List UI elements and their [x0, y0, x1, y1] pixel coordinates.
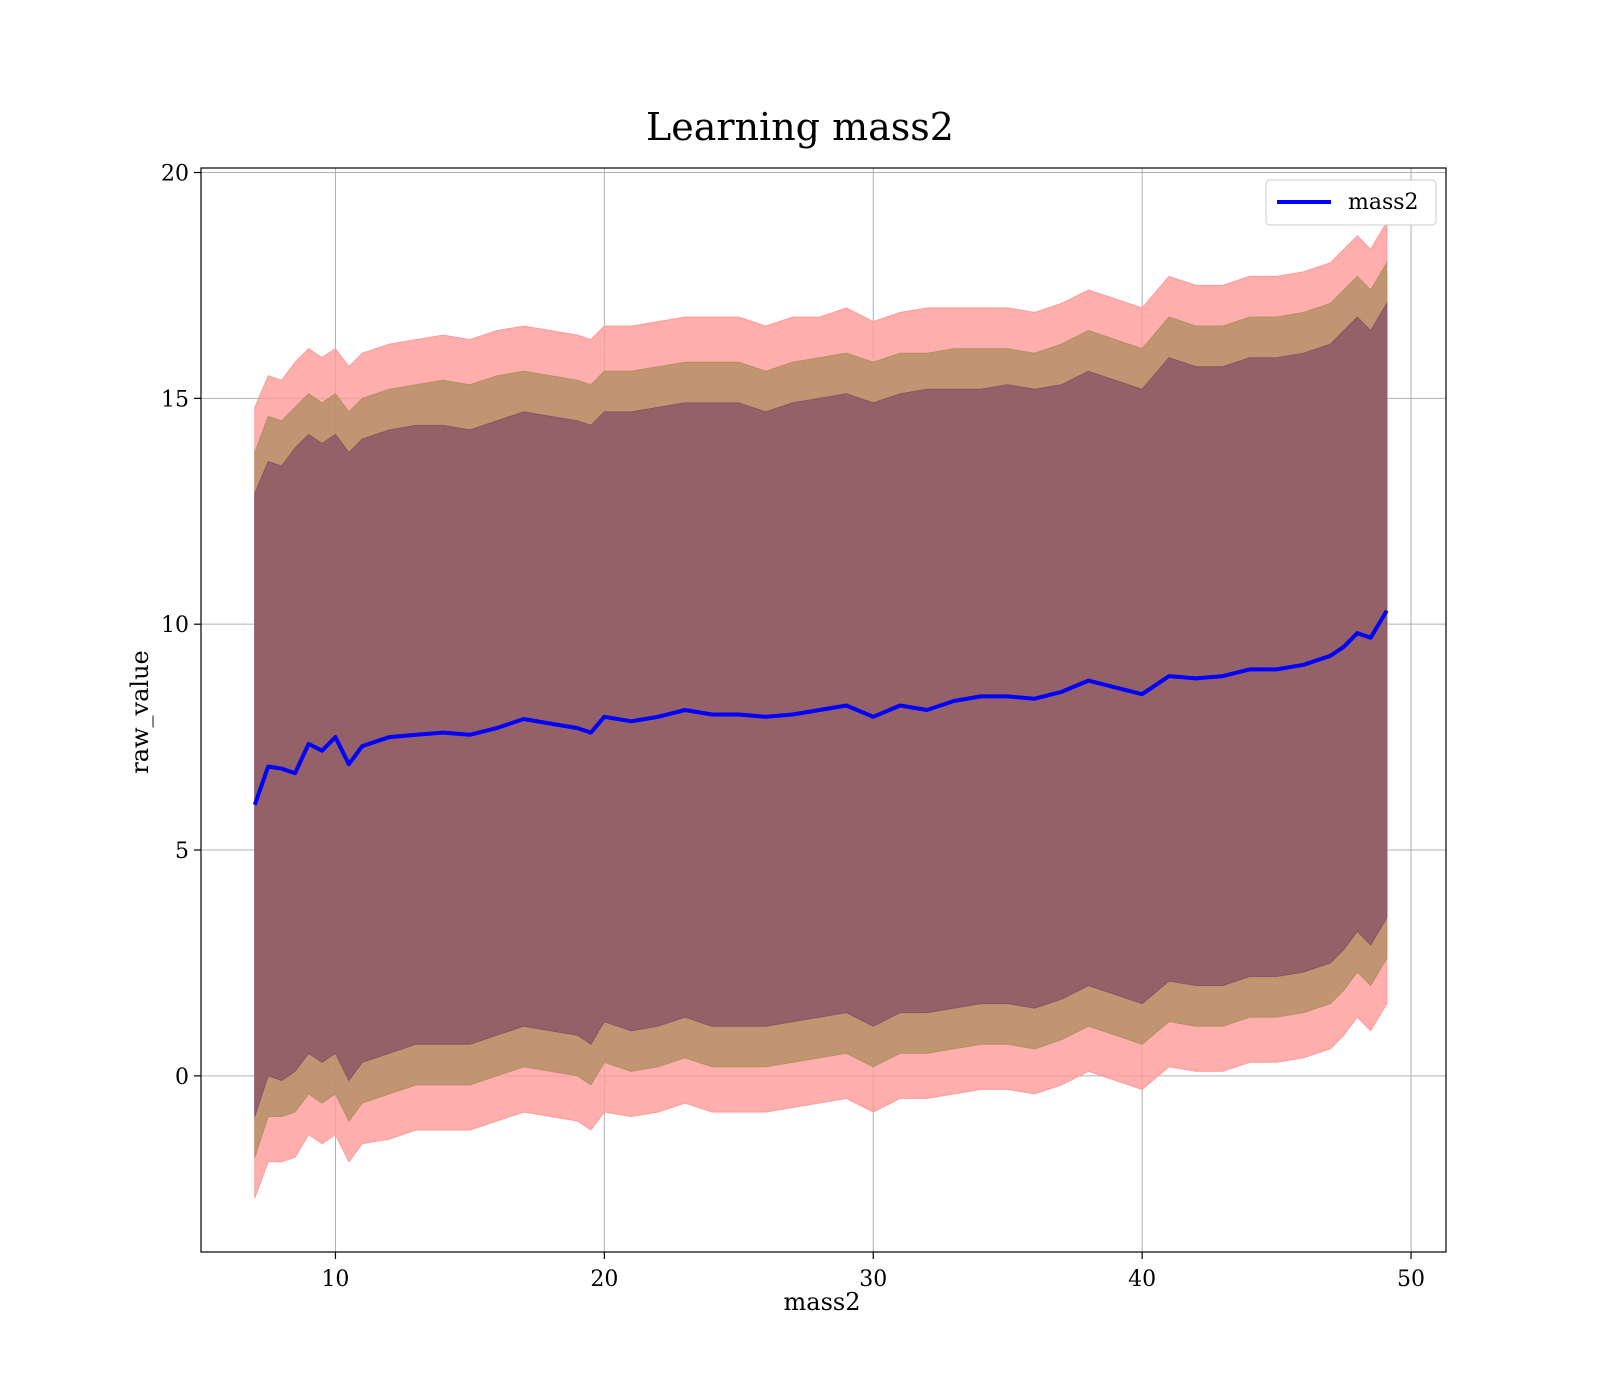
y-tick-label: 20: [161, 162, 189, 187]
series-lines: [252, 609, 1389, 806]
legend: mass2: [1265, 179, 1437, 226]
x-axis-label: mass2: [784, 1288, 861, 1316]
y-axis-label: raw_value: [126, 650, 154, 774]
y-tick-label: 10: [161, 613, 189, 638]
y-tick-label: 0: [175, 1065, 189, 1090]
x-tick-label: 50: [1397, 1267, 1425, 1292]
plot-frame: [200, 167, 1447, 1253]
x-tick-label: 10: [321, 1267, 349, 1292]
x-tick-label: 20: [590, 1267, 618, 1292]
axis-ticks: 10 20 30 40 50 0 5 10 15 20: [161, 162, 1425, 1292]
legend-label-mass2: mass2: [1348, 190, 1419, 215]
x-tick-label: 30: [859, 1267, 887, 1292]
series-line-mass2: [252, 609, 1389, 806]
legend-box: [1265, 179, 1437, 226]
y-tick-label: 15: [161, 387, 189, 412]
chart-title: Learning mass2: [646, 105, 954, 149]
x-tick-label: 40: [1128, 1267, 1156, 1292]
y-tick-label: 5: [175, 839, 189, 864]
